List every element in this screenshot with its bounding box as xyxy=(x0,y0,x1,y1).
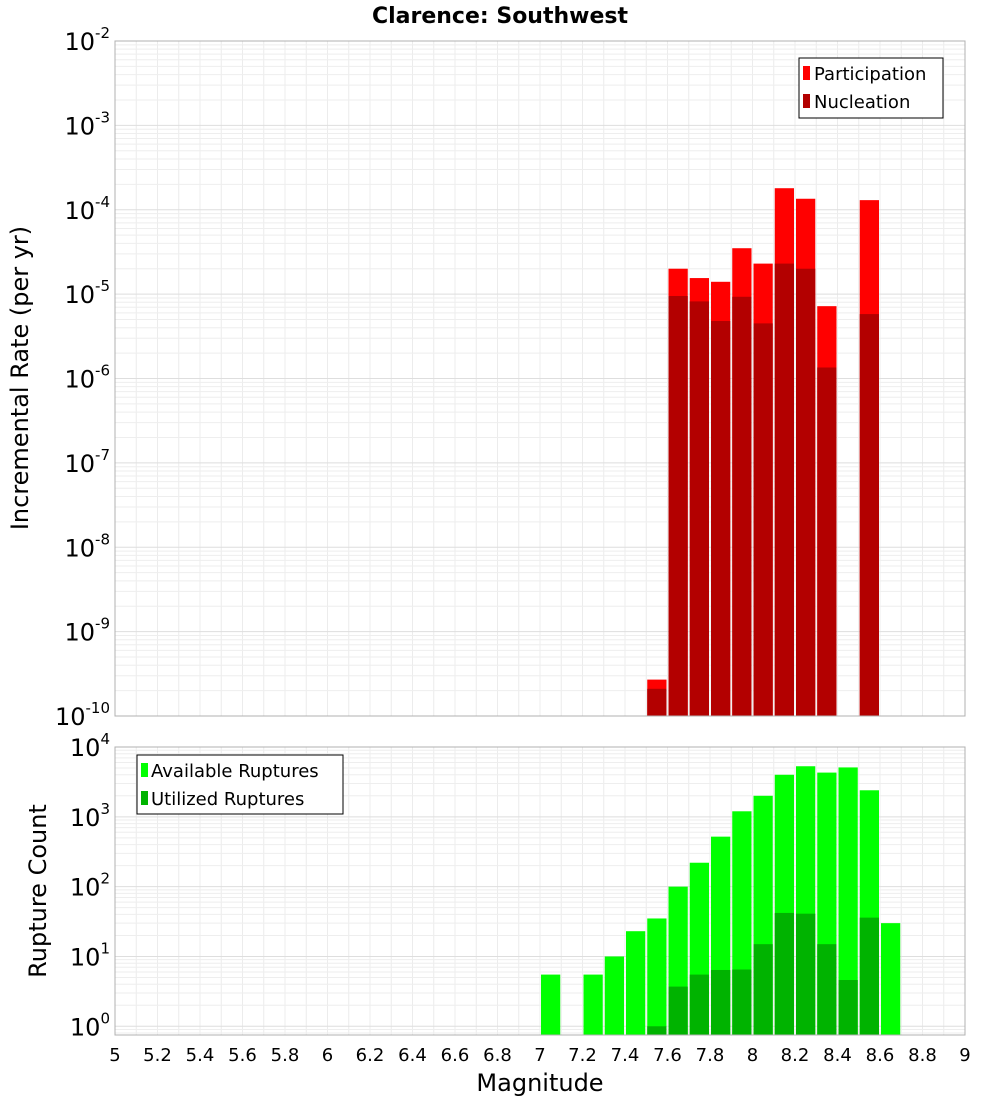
bottom-y-ticks: 100 101 102 103 104 xyxy=(70,730,110,1041)
top-plot-border xyxy=(114,40,966,717)
top-bar-b xyxy=(647,688,667,716)
bottom-bar-b xyxy=(711,969,731,1035)
top-legend: Participation Nucleation xyxy=(798,57,944,119)
bottom-bar-b xyxy=(774,912,794,1035)
x-tick-label: 8 xyxy=(747,1045,758,1066)
top-legend-box xyxy=(798,57,944,119)
top-bar-b xyxy=(796,268,816,716)
bottom-panel: 100 101 102 103 104 5 5.2 5.4 5.6 5.8 6 6.2 6.4 6.6 6… xyxy=(24,730,971,1097)
top-bar-b xyxy=(711,321,731,716)
y-tick-label: 100 xyxy=(70,1009,110,1041)
bottom-bar-a xyxy=(583,974,603,1035)
bottom-bar-b xyxy=(817,944,837,1035)
top-grid xyxy=(114,40,966,717)
top-bar-b xyxy=(668,296,688,716)
y-tick-label: 101 xyxy=(70,939,110,971)
bottom-bar-b xyxy=(753,944,773,1035)
x-tick-label: 5.6 xyxy=(228,1045,257,1066)
top-y-axis-label: Incremental Rate (per yr) xyxy=(6,226,34,530)
x-tick-label: 8.8 xyxy=(908,1045,937,1066)
x-tick-label: 7.2 xyxy=(568,1045,597,1066)
legend-utilized-label: Utilized Ruptures xyxy=(151,789,304,810)
bottom-bar-b xyxy=(689,974,709,1035)
top-bar-b xyxy=(859,314,879,716)
top-bar-b xyxy=(753,323,773,716)
x-tick-label: 9 xyxy=(959,1045,970,1066)
bottom-bar-b xyxy=(859,917,879,1035)
x-tick-label: 7 xyxy=(534,1045,545,1066)
legend-participation-swatch xyxy=(803,66,810,80)
y-tick-label: 10-8 xyxy=(64,530,110,562)
bottom-bars xyxy=(541,766,901,1035)
bottom-legend: Available Ruptures Utilized Ruptures xyxy=(136,754,344,815)
x-tick-label: 7.8 xyxy=(696,1045,725,1066)
x-axis-label: Magnitude xyxy=(476,1069,603,1097)
y-tick-label: 103 xyxy=(70,800,110,832)
bottom-bar-b xyxy=(647,1026,667,1035)
legend-utilized-swatch xyxy=(141,791,148,805)
bottom-bar-a xyxy=(647,918,667,1035)
chart-title: Clarence: Southwest xyxy=(372,4,629,29)
top-bar-b xyxy=(689,301,709,716)
x-tick-label: 5.4 xyxy=(186,1045,215,1066)
x-tick-label: 7.4 xyxy=(611,1045,640,1066)
x-tick-label: 5 xyxy=(109,1045,120,1066)
bottom-bar-b xyxy=(838,980,858,1035)
bottom-y-axis-label: Rupture Count xyxy=(24,804,52,978)
legend-nucleation-swatch xyxy=(803,94,810,108)
y-tick-label: 10-3 xyxy=(64,108,110,140)
bottom-x-ticks: 5 5.2 5.4 5.6 5.8 6 6.2 6.4 6.6 6.8 7 7.2 7.4 7.6 7.8 8… xyxy=(109,1045,970,1066)
y-tick-label: 102 xyxy=(70,870,110,902)
x-tick-label: 8.2 xyxy=(781,1045,810,1066)
y-tick-label: 10-2 xyxy=(64,24,110,56)
bottom-bar-b xyxy=(796,913,816,1035)
bottom-bar-a xyxy=(626,931,646,1035)
y-tick-label: 104 xyxy=(70,730,110,762)
x-tick-label: 6 xyxy=(322,1045,333,1066)
top-bars xyxy=(647,188,879,717)
x-tick-label: 8.4 xyxy=(823,1045,852,1066)
y-tick-label: 10-4 xyxy=(64,193,110,225)
legend-participation-label: Participation xyxy=(814,64,926,85)
x-tick-label: 5.8 xyxy=(271,1045,300,1066)
x-tick-label: 6.4 xyxy=(398,1045,427,1066)
y-tick-label: 10-6 xyxy=(64,362,110,394)
x-tick-label: 6.6 xyxy=(441,1045,470,1066)
bottom-bar-b xyxy=(668,986,688,1035)
bottom-bar-a xyxy=(881,923,901,1035)
x-tick-label: 5.2 xyxy=(143,1045,172,1066)
y-tick-label: 10-5 xyxy=(64,277,110,309)
bottom-bar-b xyxy=(732,969,752,1035)
top-bar-b xyxy=(817,367,837,716)
bottom-bar-a xyxy=(541,974,561,1035)
top-panel: 10-10 10-9 10-8 10-7 10-6 10-5 10-4 10-3 10-2 In… xyxy=(6,24,966,731)
x-tick-label: 6.8 xyxy=(483,1045,512,1066)
bottom-bar-a xyxy=(604,956,624,1035)
bottom-plot-border xyxy=(114,746,966,1036)
top-bar-b xyxy=(732,296,752,716)
legend-available-swatch xyxy=(141,763,148,777)
y-tick-label: 10-7 xyxy=(64,446,110,478)
legend-available-label: Available Ruptures xyxy=(151,761,319,782)
legend-nucleation-label: Nucleation xyxy=(814,92,910,113)
top-y-ticks: 10-10 10-9 10-8 10-7 10-6 10-5 10-4 10-3 10-2 xyxy=(55,24,110,731)
x-tick-label: 6.2 xyxy=(356,1045,385,1066)
x-tick-label: 8.6 xyxy=(866,1045,895,1066)
bottom-legend-box xyxy=(136,754,344,815)
y-tick-label: 10-10 xyxy=(55,699,110,731)
x-tick-label: 7.6 xyxy=(653,1045,682,1066)
y-tick-label: 10-9 xyxy=(64,615,110,647)
bottom-bar-a xyxy=(838,767,858,1035)
top-bar-b xyxy=(774,263,794,716)
